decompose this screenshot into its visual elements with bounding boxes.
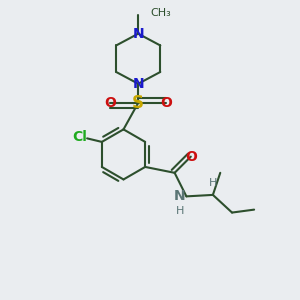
Text: O: O (185, 150, 197, 164)
Text: CH₃: CH₃ (150, 8, 171, 18)
Text: O: O (104, 96, 116, 110)
Text: N: N (132, 27, 144, 41)
Text: N: N (173, 189, 185, 203)
Text: H: H (176, 206, 185, 216)
Text: Cl: Cl (72, 130, 87, 145)
Text: O: O (160, 96, 172, 110)
Text: N: N (132, 77, 144, 91)
Text: S: S (132, 94, 144, 112)
Text: H: H (209, 178, 217, 188)
